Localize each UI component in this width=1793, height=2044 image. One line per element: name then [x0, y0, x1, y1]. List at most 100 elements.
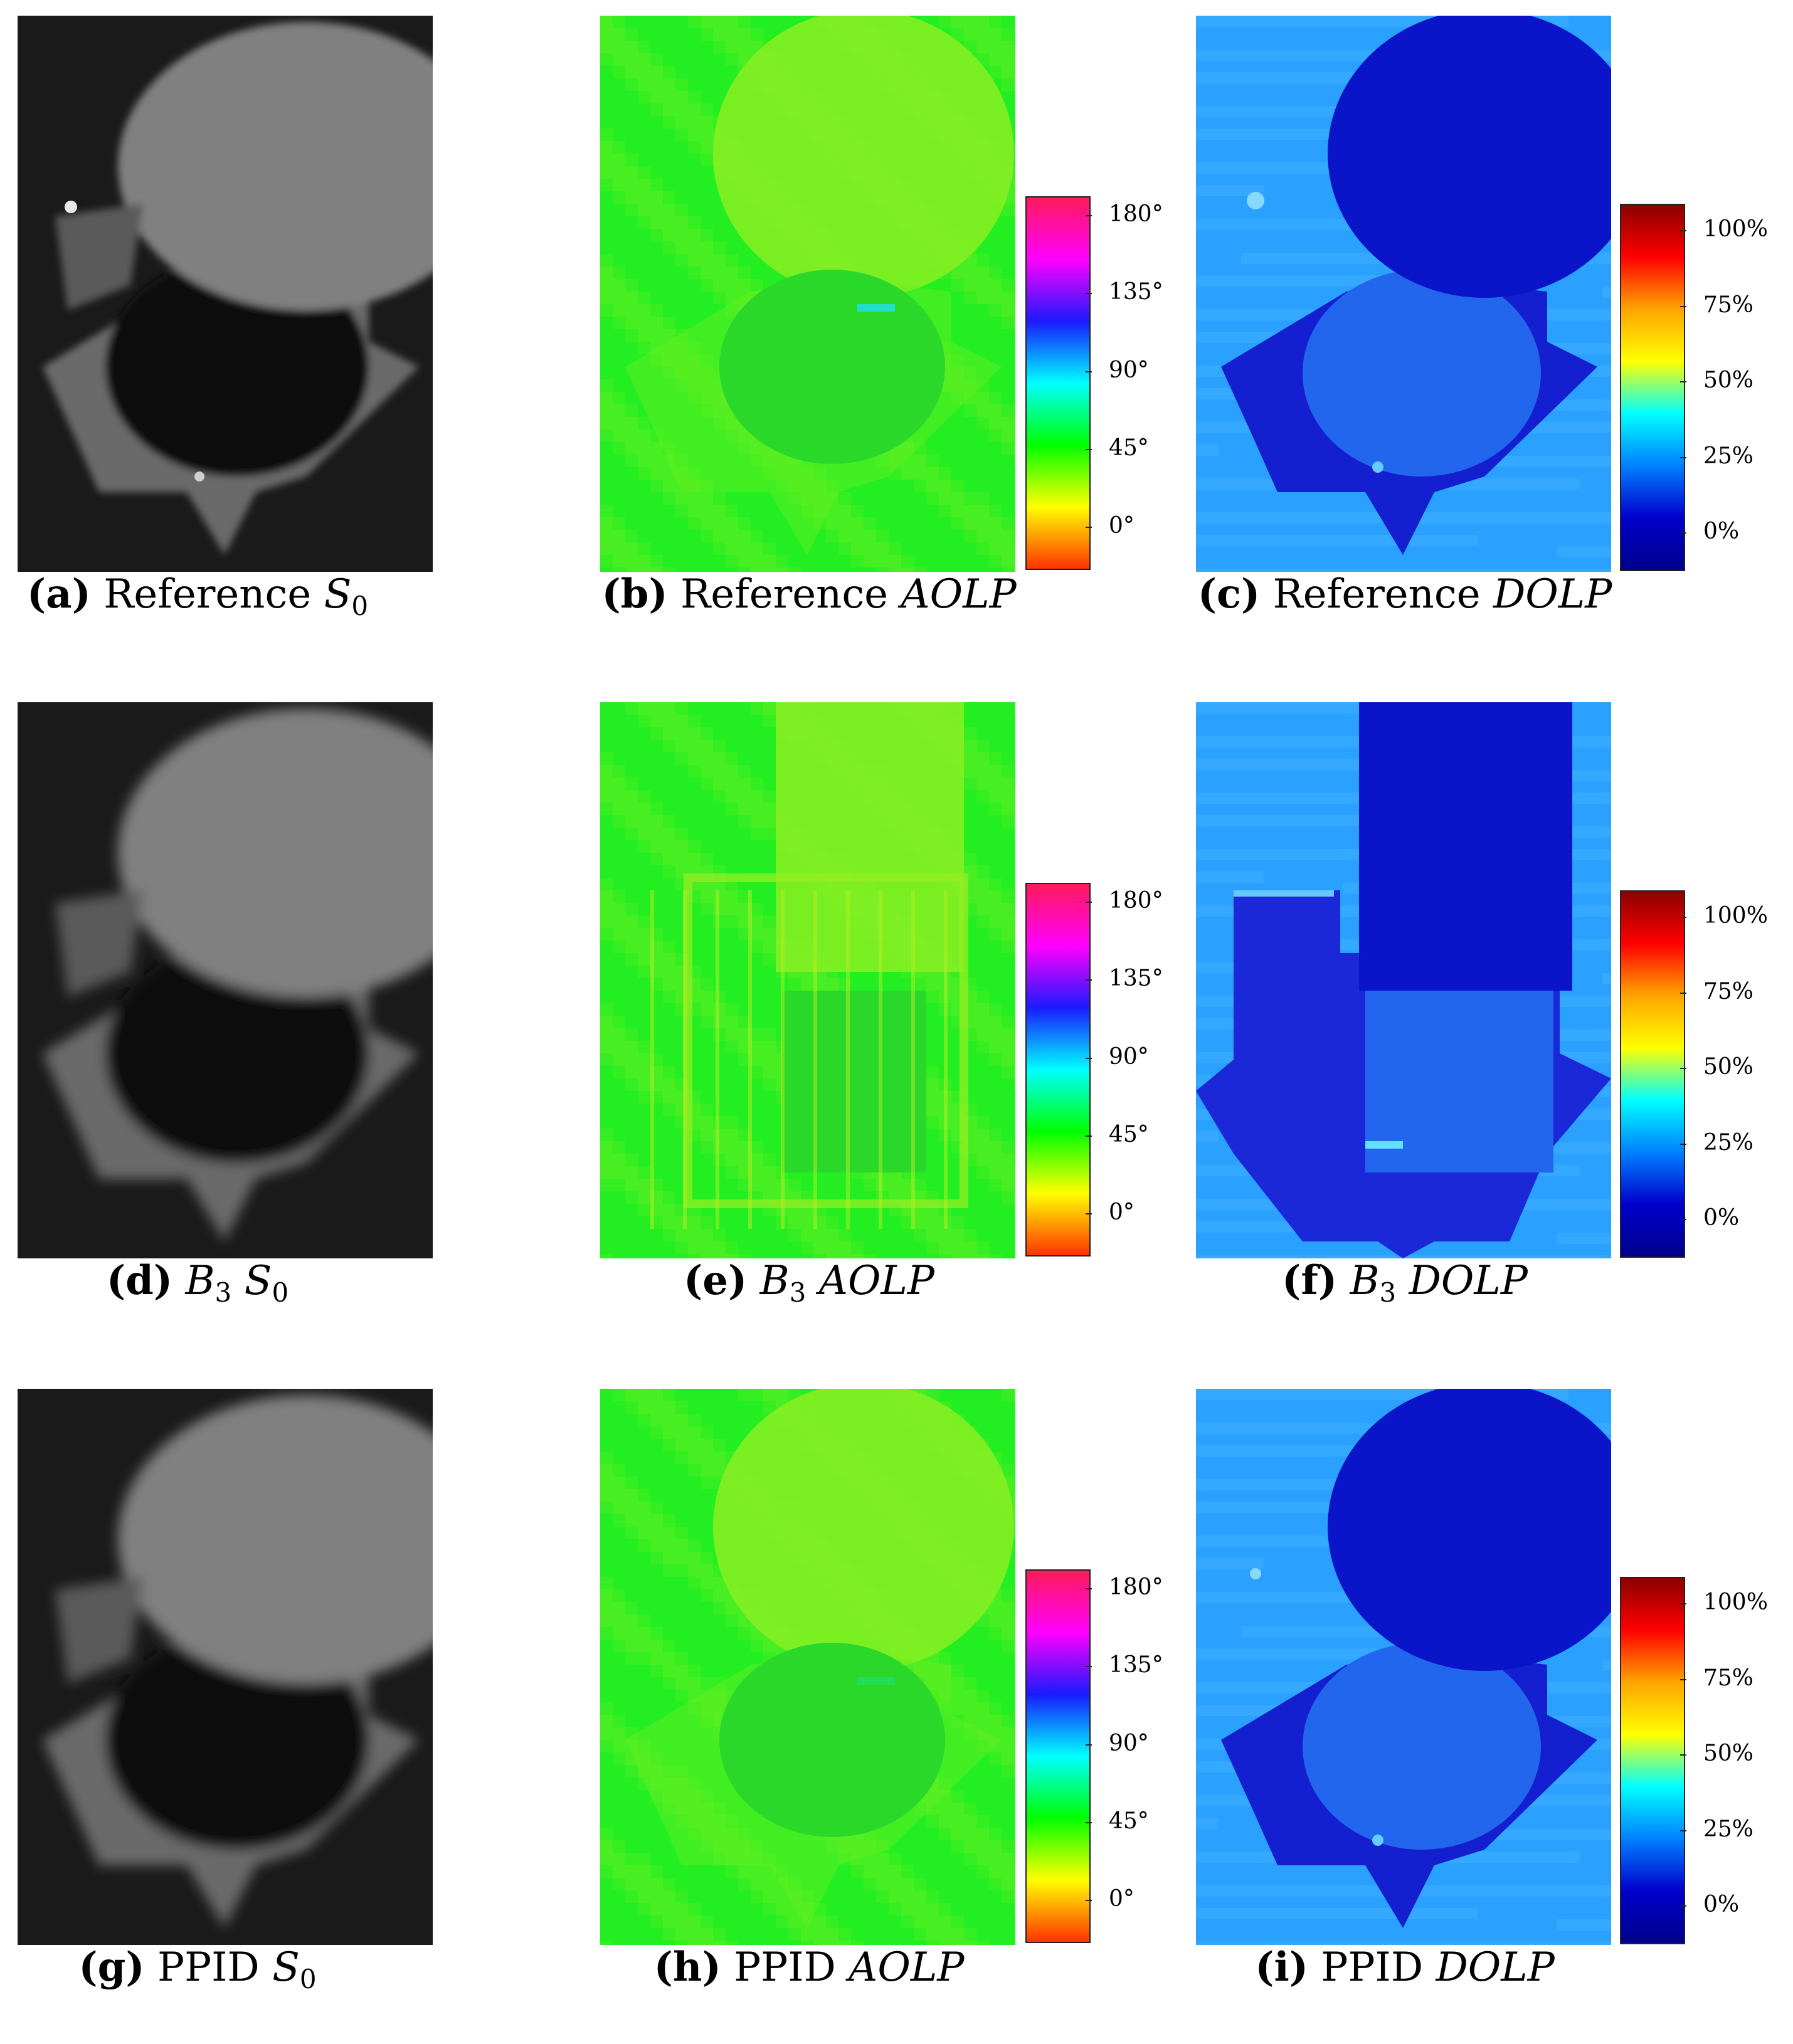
colorbar-tick-mark [1680, 532, 1686, 534]
colorbar-tick-mark [1086, 527, 1092, 528]
colorbar-tick-mark [1086, 1213, 1092, 1214]
panel-h-aolp-image [600, 1389, 1015, 1945]
colorbar-tick-label: 50% [1703, 367, 1754, 393]
colorbar-tick-label: 75% [1703, 1665, 1754, 1691]
aolp-colorbar [1025, 883, 1091, 1256]
colorbar-tick-mark [1086, 1821, 1092, 1823]
caption-h: (h) PPID AOLP [495, 1944, 1123, 1991]
colorbar-tick-label: 135° [1109, 279, 1163, 305]
colorbar-tick-label: 0% [1703, 1892, 1740, 1917]
colorbar-tick-label: 100% [1703, 1589, 1768, 1615]
colorbar-tick-mark [1086, 215, 1092, 216]
colorbar-tick-mark [1680, 992, 1686, 994]
colorbar-tick-mark [1086, 448, 1092, 450]
panel-i-dolp-image [1196, 1389, 1611, 1945]
colorbar-tick-mark [1680, 230, 1686, 231]
colorbar-tick-mark [1086, 1057, 1092, 1059]
colorbar-tick-label: 180° [1109, 888, 1163, 914]
colorbar-tick-mark [1680, 1830, 1686, 1831]
dolp-colorbar [1620, 204, 1685, 571]
panel-label: (d) [106, 1257, 173, 1304]
colorbar-tick-mark [1680, 1603, 1686, 1604]
quantity-subscript: 0 [299, 1964, 317, 1994]
colorbar-tick-label: 90° [1109, 357, 1149, 383]
panel-c-dolp-image [1196, 16, 1611, 572]
colorbar-tick-mark [1680, 305, 1686, 307]
method-name: Reference [680, 571, 889, 618]
quantity-name: AOLP [901, 571, 1017, 618]
colorbar-tick-label: 25% [1703, 443, 1754, 469]
colorbar-tick-mark [1086, 1135, 1092, 1137]
colorbar-tick-mark [1086, 1744, 1092, 1746]
caption-c: (c) Reference DOLP [1091, 571, 1718, 618]
colorbar-tick-label: 45° [1109, 435, 1149, 461]
panel-label: (h) [653, 1944, 721, 1991]
colorbar-tick-mark [1680, 1143, 1686, 1145]
panel-label: (c) [1197, 571, 1261, 618]
colorbar-tick-mark [1680, 917, 1686, 918]
quantity-name: S [272, 1944, 300, 1991]
colorbar-tick-label: 100% [1703, 216, 1768, 242]
quantity-name: DOLP [1436, 1944, 1555, 1991]
quantity-name: S [324, 571, 352, 618]
caption-d: (d) B3 S0 [0, 1257, 511, 1308]
colorbar-tick-mark [1086, 1666, 1092, 1668]
colorbar-tick-label: 45° [1109, 1808, 1149, 1834]
aolp-colorbar [1025, 196, 1091, 570]
aolp-colorbar [1025, 1569, 1091, 1943]
panel-a-s0-image [18, 16, 433, 572]
colorbar-tick-label: 75% [1703, 292, 1754, 318]
colorbar-tick-mark [1086, 293, 1092, 295]
panel-label: (e) [684, 1257, 748, 1304]
method-name: B [1350, 1258, 1380, 1304]
method-name: Reference [103, 571, 312, 618]
method-subscript: 3 [214, 1277, 232, 1308]
method-name: PPID [157, 1944, 260, 1991]
colorbar-tick-label: 180° [1109, 201, 1163, 227]
method-name: PPID [734, 1944, 836, 1991]
colorbar-tick-label: 75% [1703, 978, 1754, 1004]
panel-b-aolp-image [600, 16, 1015, 572]
colorbar-tick-mark [1680, 1219, 1686, 1220]
colorbar-tick-mark [1086, 371, 1092, 372]
colorbar-tick-label: 45° [1109, 1121, 1149, 1147]
colorbar-tick-mark [1086, 979, 1092, 981]
colorbar-tick-label: 0° [1109, 1199, 1135, 1225]
panel-g-s0-image [18, 1389, 433, 1945]
colorbar-tick-label: 25% [1703, 1816, 1754, 1842]
colorbar-tick-mark [1680, 456, 1686, 458]
colorbar-tick-mark [1680, 1068, 1686, 1069]
caption-e: (e) B3 AOLP [495, 1257, 1123, 1308]
quantity-name: AOLP [818, 1258, 934, 1304]
caption-b: (b) Reference AOLP [495, 571, 1123, 618]
method-name: B [759, 1258, 790, 1304]
panel-label: (a) [26, 571, 91, 618]
method-name: Reference [1272, 571, 1481, 618]
method-subscript: 3 [789, 1277, 807, 1308]
colorbar-tick-label: 90° [1109, 1043, 1149, 1070]
colorbar-tick-label: 180° [1109, 1574, 1163, 1600]
colorbar-tick-mark [1680, 1905, 1686, 1907]
colorbar-tick-mark [1086, 1588, 1092, 1589]
colorbar-tick-label: 0% [1703, 519, 1740, 544]
quantity-name: DOLP [1493, 571, 1612, 618]
quantity-subscript: 0 [351, 591, 369, 621]
colorbar-tick-label: 100% [1703, 903, 1768, 929]
colorbar-tick-label: 0° [1109, 1886, 1135, 1912]
colorbar-tick-mark [1680, 1678, 1686, 1680]
colorbar-tick-mark [1680, 381, 1686, 382]
panel-label: (i) [1255, 1944, 1309, 1991]
colorbar-tick-label: 25% [1703, 1129, 1754, 1156]
panel-label: (b) [601, 571, 668, 618]
colorbar-tick-label: 0% [1703, 1205, 1740, 1231]
caption-i: (i) PPID DOLP [1091, 1944, 1718, 1991]
colorbar-tick-label: 135° [1109, 966, 1163, 992]
dolp-colorbar [1620, 890, 1685, 1258]
method-name: B [185, 1258, 215, 1304]
colorbar-tick-mark [1086, 902, 1092, 903]
dolp-colorbar [1620, 1577, 1685, 1944]
quantity-name: S [244, 1258, 272, 1304]
colorbar-tick-label: 135° [1109, 1652, 1163, 1678]
panel-label: (g) [78, 1944, 145, 1991]
panel-label: (f) [1282, 1257, 1338, 1304]
